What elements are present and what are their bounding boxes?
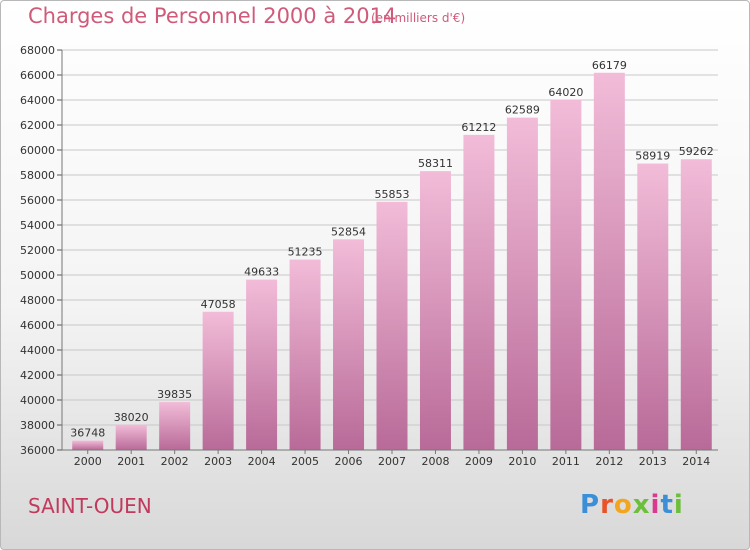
x-tick-label: 2005 [291,455,319,468]
logo-letter: o [613,490,633,520]
x-tick-label: 2001 [117,455,145,468]
x-tick-label: 2014 [682,455,710,468]
bar-2014 [680,159,712,450]
data-label-2002: 39835 [157,388,192,401]
y-tick-label: 62000 [20,119,55,132]
x-tick-label: 2010 [508,455,536,468]
data-label-2008: 58311 [418,157,453,170]
logo-letter: i [650,490,661,520]
bars: 36748 38020 39835 47058 49633 51235 52854 55853… [70,59,714,451]
y-tick-label: 54000 [20,219,55,232]
x-tick-label: 2013 [639,455,667,468]
data-label-2013: 58919 [635,150,670,163]
bar-2005 [289,259,321,450]
bar-2004 [246,279,278,450]
x-tick-label: 2000 [74,455,102,468]
x-tick-label: 2006 [335,455,363,468]
x-tick-label: 2003 [204,455,232,468]
y-tick-label: 56000 [20,194,55,207]
chart-title: Charges de Personnel 2000 à 2014 [28,4,397,28]
data-label-2001: 38020 [114,411,149,424]
y-tick-label: 48000 [20,294,55,307]
y-tick-label: 52000 [20,244,55,257]
data-label-2009: 61212 [461,121,496,134]
logo-letter: P [580,490,601,520]
x-tick-label: 2002 [161,455,189,468]
y-axis-ticks: 36000 38000 40000 42000 44000 46000 48000 50000… [20,44,63,457]
x-tick-label: 2009 [465,455,493,468]
bar-2006 [333,239,365,450]
data-label-2006: 52854 [331,225,366,238]
x-tick-label: 2012 [595,455,623,468]
logo-letter: x [632,490,651,520]
logo-letter: r [600,490,614,520]
y-tick-label: 68000 [20,44,55,57]
y-tick-label: 64000 [20,94,55,107]
x-axis-ticks: 2000 2001 2002 2003 2004 2005 2006 2007 2008 2009… [62,449,718,468]
y-tick-label: 36000 [20,444,55,457]
bar-2003 [202,311,234,450]
x-tick-label: 2007 [378,455,406,468]
y-tick-label: 40000 [20,394,55,407]
y-tick-label: 50000 [20,269,55,282]
chart-subtitle: (en milliers d'€) [371,11,466,25]
y-tick-label: 60000 [20,144,55,157]
y-tick-label: 58000 [20,169,55,182]
bar-2001 [115,424,147,450]
city-name: SAINT-OUEN [28,494,152,518]
bar-2012 [593,72,625,450]
bar-2002 [159,402,191,450]
x-tick-label: 2008 [421,455,449,468]
bar-2009 [463,134,495,450]
bar-2008 [419,171,451,451]
data-label-2010: 62589 [505,104,540,117]
x-tick-label: 2011 [552,455,580,468]
logo-letter: i [673,490,684,520]
x-tick-label: 2004 [248,455,276,468]
logo-letter: t [660,490,674,520]
data-label-2004: 49633 [244,266,279,279]
data-label-2012: 66179 [592,59,627,72]
bar-2007 [376,201,408,450]
bar-2010 [506,117,538,450]
proxiti-logo[interactable]: Proxiti [580,490,684,520]
data-label-2005: 51235 [288,246,323,259]
data-label-2011: 64020 [548,86,583,99]
y-tick-label: 46000 [20,319,55,332]
bar-2000 [72,440,104,450]
bar-2013 [637,163,669,450]
data-label-2007: 55853 [375,188,410,201]
y-tick-label: 42000 [20,369,55,382]
y-tick-label: 66000 [20,69,55,82]
data-label-2003: 47058 [201,298,236,311]
data-label-2014: 59262 [679,145,714,158]
y-tick-label: 38000 [20,419,55,432]
bar-2011 [550,99,582,450]
data-label-2000: 36748 [70,427,105,440]
y-tick-label: 44000 [20,344,55,357]
